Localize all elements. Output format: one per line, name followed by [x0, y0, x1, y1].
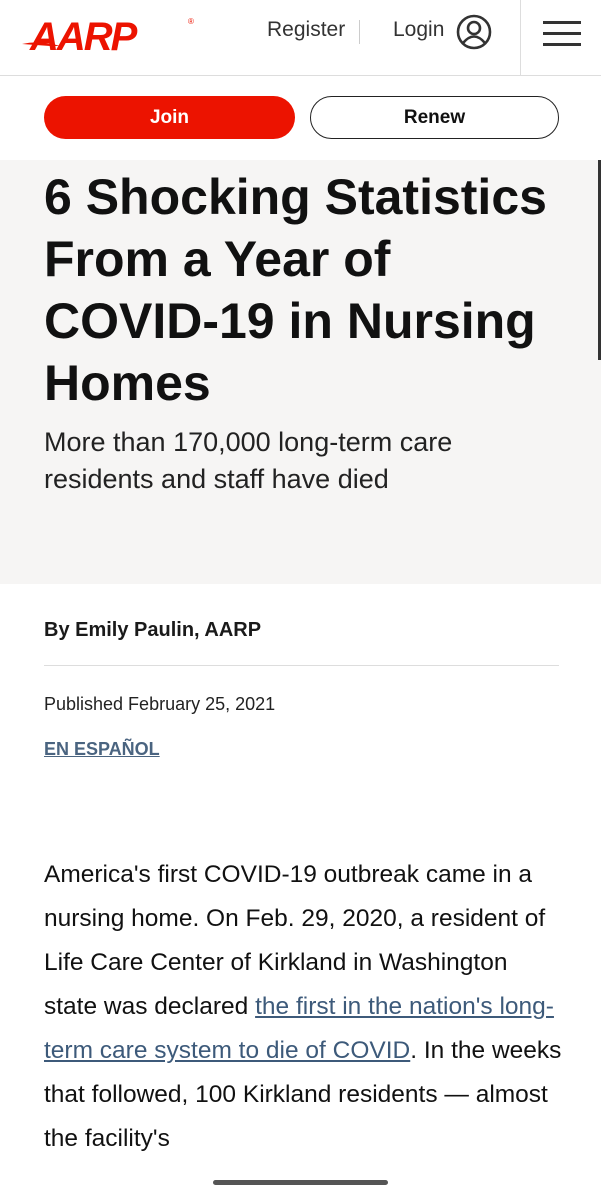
article-link[interactable]: the first in the nation's long-term care… [44, 993, 554, 1064]
hamburger-icon [543, 21, 581, 54]
menu-button[interactable] [520, 0, 601, 76]
article-body: America's first COVID-19 outbreak came i… [44, 853, 564, 1161]
login-link[interactable]: Login [393, 18, 445, 41]
scrollbar[interactable] [598, 160, 601, 360]
svg-text:AARP: AARP [29, 15, 138, 59]
article-subtitle: More than 170,000 long-term care residen… [44, 427, 453, 494]
svg-text:®: ® [188, 17, 194, 26]
home-indicator[interactable] [213, 1180, 388, 1185]
byline: By Emily Paulin, AARP [44, 619, 262, 641]
divider [44, 665, 559, 666]
article-title: 6 Shocking Statistics From a Year of COV… [44, 169, 547, 411]
renew-button[interactable]: Renew [310, 96, 559, 139]
body-text: . In the weeks that followed, 100 Kirkla… [44, 1037, 562, 1152]
body-text: America's first COVID-19 outbreak came i… [44, 861, 546, 1020]
spanish-link[interactable]: EN ESPAÑOL [44, 739, 160, 759]
aarp-logo[interactable]: AARP ® [20, 10, 200, 60]
site-header: AARP ® Register Login [0, 0, 601, 76]
user-account-icon[interactable] [456, 14, 492, 50]
published-date: Published February 25, 2021 [44, 694, 276, 714]
divider [359, 20, 360, 44]
join-button[interactable]: Join [44, 96, 295, 139]
article-hero [0, 160, 601, 584]
register-link[interactable]: Register [267, 18, 346, 41]
